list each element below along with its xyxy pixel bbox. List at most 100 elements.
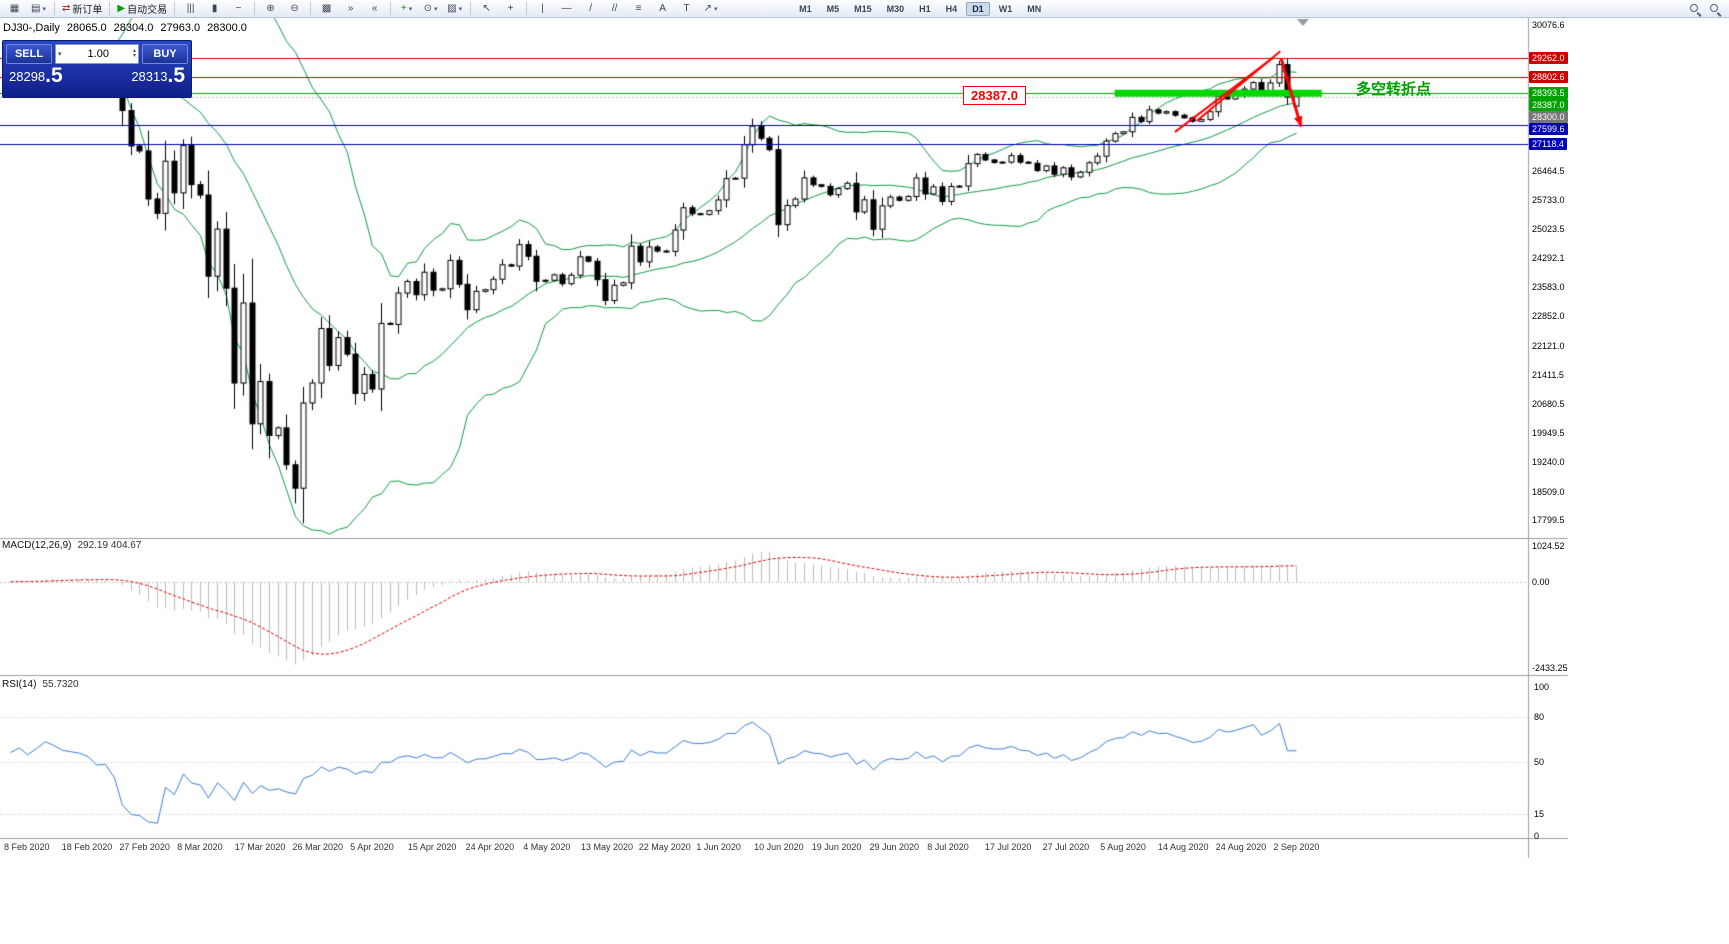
timeframe-m5[interactable]: M5 <box>826 3 840 14</box>
auto-trading-icon: ▶ <box>117 2 126 14</box>
fibonacci-tool-icon: ≡ <box>635 2 642 14</box>
rsi-value: 55.7320 <box>42 679 79 690</box>
price-annotation-box[interactable]: 28387.0 <box>963 86 1026 105</box>
toolbar-separator <box>109 2 111 15</box>
crosshair-tool-icon: + <box>507 2 514 14</box>
timeframe-h4[interactable]: H4 <box>945 3 958 14</box>
auto-trading[interactable]: ▶ 自动交易 <box>114 0 170 17</box>
new-order[interactable]: ⇄ 新订单 <box>59 0 105 17</box>
timeframe-m30[interactable]: M30 <box>886 3 905 14</box>
channel-tool-icon: // <box>611 2 618 14</box>
auto-trading-label: 自动交易 <box>127 5 168 16</box>
caret-down-icon: ▾ <box>434 5 438 13</box>
caret-down-icon: ▾ <box>408 5 413 13</box>
label-tool-icon: T <box>683 2 690 14</box>
auto-scroll-icon: » <box>347 2 354 14</box>
zoom-in[interactable]: ⊕ <box>259 0 282 17</box>
trendline-tool[interactable]: / <box>579 0 602 17</box>
timeframe-w1[interactable]: W1 <box>998 3 1013 14</box>
horizontal-line-tool[interactable]: — <box>555 0 578 17</box>
vertical-line-tool[interactable]: | <box>531 0 554 17</box>
toolbar-left: ▦ ▤ ▾ ⇄ 新订单 ▶ 自动交易 ||| ▮ ~ ⊕ ⊖ ▩» «+ ▾ ⊙ ▾ ▨ ▾ ↖ + | — ///≡ A T ↗ ▾ <box>3 0 722 17</box>
caret-down-icon: ▾ <box>458 5 463 13</box>
crosshair-tool[interactable]: + <box>499 0 522 17</box>
buy-button[interactable]: BUY <box>142 44 188 64</box>
toolbar-separator <box>254 2 256 15</box>
chart-shift[interactable]: « <box>363 0 386 17</box>
toolbar-separator <box>174 2 176 15</box>
line-chart-mode-icon: ~ <box>235 2 242 14</box>
toolbar-separator <box>526 2 528 15</box>
timeframe-toolbar: M1 M5 M15 M30 H1 H4 D1 W1 MN <box>792 1 1048 16</box>
toolbar-separator <box>54 2 55 15</box>
volume-dropdown-icon[interactable]: ▾ <box>58 51 62 58</box>
new-chart[interactable]: ▦ <box>3 0 26 17</box>
close-value: 28300.0 <box>207 22 247 34</box>
turning-point-note[interactable]: 多空转折点 <box>1356 81 1432 98</box>
macd-values: 292.19 404.67 <box>77 540 142 551</box>
caret-down-icon: ▾ <box>42 5 46 13</box>
templates-menu[interactable]: ▨ ▾ <box>443 0 466 17</box>
periods-menu[interactable]: ⊙ ▾ <box>419 0 442 17</box>
horizontal-line-tool-icon: — <box>561 2 572 14</box>
buy-price-frac: .5 <box>167 64 185 87</box>
low-value: 27963.0 <box>160 22 201 34</box>
cursor-tool[interactable]: ↖ <box>475 0 498 17</box>
bar-chart-mode[interactable]: ||| <box>179 0 202 17</box>
volume-decrease-icon[interactable]: ▾ <box>132 53 136 59</box>
text-tool-icon: A <box>659 2 666 14</box>
sell-button[interactable]: SELL <box>6 44 52 64</box>
buy-price-main: 28313 <box>131 69 168 84</box>
zoom-out-icon: ⊖ <box>290 2 299 14</box>
templates-menu-icon: ▨ <box>447 2 457 14</box>
vertical-line-tool-icon: | <box>541 2 544 14</box>
volume-stepper[interactable]: ▾ ▴ ▾ <box>55 44 139 64</box>
zoom-in-icon: ⊕ <box>266 2 275 14</box>
new-order-label: 新订单 <box>72 5 103 16</box>
candle-chart-mode[interactable]: ▮ <box>203 0 226 17</box>
arrows-tool-icon: ↗ <box>703 2 713 14</box>
macd-title: MACD(12,26,9) <box>2 540 72 551</box>
timeframe-m1[interactable]: M1 <box>799 3 812 14</box>
auto-scroll[interactable]: » <box>339 0 362 17</box>
caret-down-icon: ▾ <box>714 5 718 13</box>
sell-price-frac: .5 <box>45 64 63 87</box>
line-chart-mode[interactable]: ~ <box>227 0 250 17</box>
volume-increase-icon[interactable]: ▴ <box>132 48 136 54</box>
label-tool[interactable]: T <box>675 0 698 17</box>
magnifier-plus-icon[interactable] <box>1708 2 1722 16</box>
volume-input[interactable] <box>63 48 133 60</box>
toolbar: ▦ ▤ ▾ ⇄ 新订单 ▶ 自动交易 ||| ▮ ~ ⊕ ⊖ ▩» «+ ▾ ⊙ ▾ ▨ ▾ ↖ + | — ///≡ A T ↗ ▾… <box>0 0 1729 18</box>
timeframe-d1[interactable]: D1 <box>966 1 990 16</box>
buy-price[interactable]: 28313 .5 <box>131 64 185 87</box>
macd-indicator-label: MACD(12,26,9) 292.19 404.67 <box>2 540 141 551</box>
open-value: 28065.0 <box>66 22 107 34</box>
profiles-icon: ▤ <box>31 2 41 14</box>
timeframe-h1[interactable]: H1 <box>919 3 931 14</box>
rsi-title: RSI(14) <box>2 679 37 690</box>
arrows-tool[interactable]: ↗ ▾ <box>699 0 722 17</box>
sell-price[interactable]: 28298 .5 <box>9 64 63 87</box>
volume-spin[interactable]: ▴ ▾ <box>132 48 138 59</box>
sell-price-main: 28298 <box>9 69 46 84</box>
trendline-tool-icon: / <box>589 2 592 14</box>
toolbar-separator <box>310 2 312 15</box>
new-order-icon: ⇄ <box>62 2 71 14</box>
channel-tool[interactable]: // <box>603 0 626 17</box>
indicators-menu-icon: + <box>400 2 407 14</box>
text-tool[interactable]: A <box>651 0 674 17</box>
timeframe-m15[interactable]: M15 <box>854 3 872 14</box>
indicators-menu[interactable]: + ▾ <box>395 0 418 17</box>
timeframe-mn[interactable]: MN <box>1027 3 1042 14</box>
zoom-out[interactable]: ⊖ <box>283 0 306 17</box>
tile-windows[interactable]: ▩ <box>315 0 338 17</box>
fibonacci-tool[interactable]: ≡ <box>627 0 650 17</box>
bar-chart-mode-icon: ||| <box>186 2 195 14</box>
magnifier-icon[interactable] <box>1688 2 1702 16</box>
one-click-trading-panel: SELL ▾ ▴ ▾ BUY 28298 .5 28313 .5 <box>2 40 192 98</box>
periods-menu-icon: ⊙ <box>423 2 433 14</box>
new-chart-icon: ▦ <box>9 2 20 14</box>
profiles[interactable]: ▤ ▾ <box>27 0 50 17</box>
